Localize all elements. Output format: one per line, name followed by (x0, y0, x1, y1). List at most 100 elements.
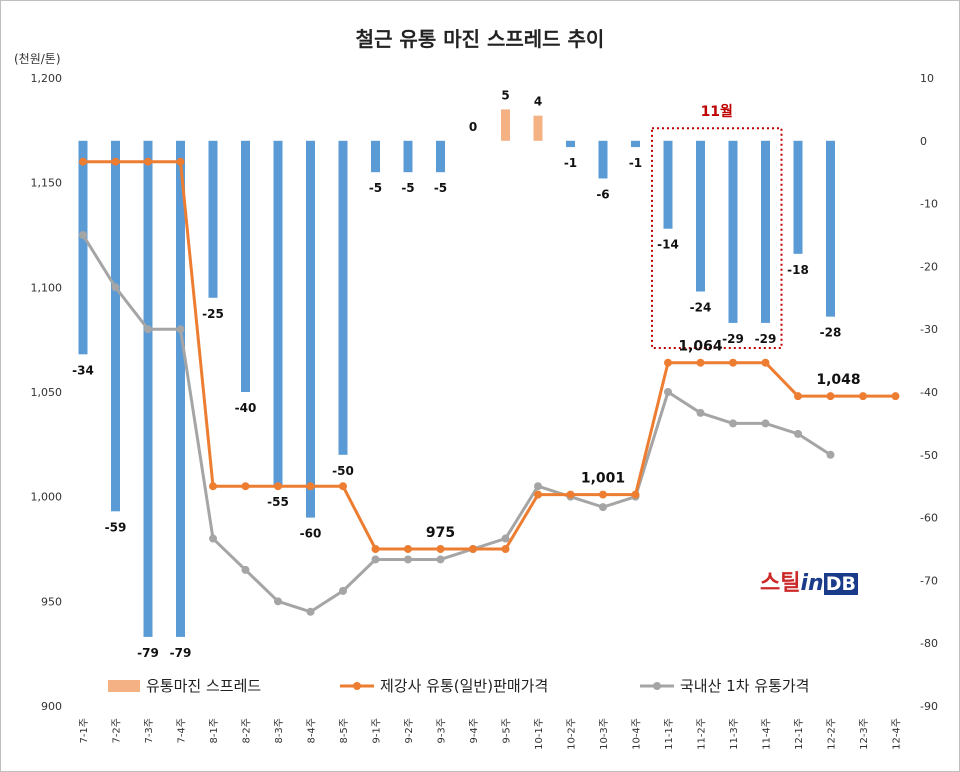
mill-price-point (501, 545, 510, 553)
domestic-price-point (404, 555, 412, 564)
spread-bar-label: -18 (787, 263, 809, 277)
mill-price-point (891, 392, 900, 401)
domestic-price-point (436, 555, 445, 564)
chart-title: 철근 유통 마진 스프레드 추이 (356, 27, 605, 51)
spread-bar (273, 140, 283, 487)
domestic-price-point (729, 419, 737, 428)
spread-bar (761, 140, 770, 323)
right-axis-tick: 0 (920, 135, 927, 148)
spread-bar-label: -25 (202, 307, 224, 321)
mill-price-point (826, 392, 835, 401)
spread-bar-label: -6 (596, 187, 609, 201)
domestic-price-point (794, 429, 802, 438)
spread-bar (663, 140, 673, 229)
spread-bar-label: -79 (137, 646, 159, 660)
right-axis-tick: -40 (920, 386, 938, 399)
left-axis-tick: 1,150 (31, 177, 63, 190)
legend-swatch-point (353, 682, 361, 690)
spread-bar (696, 140, 705, 292)
spread-bar-label: -60 (300, 527, 322, 541)
spread-bar (241, 140, 250, 392)
spread-bar-label: -55 (267, 495, 289, 509)
mill-price-point (664, 358, 672, 367)
mill-price-point (79, 157, 87, 166)
left-axis-tick: 1,100 (31, 281, 63, 294)
mill-price-point (176, 157, 185, 166)
domestic-price-point (241, 565, 250, 574)
spread-bar-label: -24 (690, 301, 712, 315)
spread-bar-label: -59 (105, 520, 127, 534)
x-axis-tick: 12-2주 (827, 718, 838, 750)
spread-bar-label: -29 (722, 332, 744, 346)
domestic-price-point (176, 325, 185, 334)
x-axis-tick: 8-5주 (339, 718, 350, 744)
x-axis-tick: 10-4주 (632, 718, 643, 750)
spread-bar (306, 140, 315, 518)
mill-price-point (209, 482, 217, 491)
spread-bar-label: -1 (564, 156, 577, 170)
x-axis-tick: 9-3주 (437, 718, 448, 744)
legend-label: 유통마진 스프레드 (146, 677, 261, 695)
logo-part-db: DB (823, 573, 858, 595)
right-axis-tick: -70 (920, 574, 938, 587)
mill-price-point (111, 157, 120, 166)
price-callout: 975 (426, 525, 455, 541)
spread-bar (143, 140, 153, 637)
x-axis-tick: 7-1주 (79, 718, 90, 744)
mill-price-point (631, 490, 640, 499)
spread-bar (631, 140, 640, 148)
spread-bar (566, 140, 575, 148)
x-axis-tick: 7-2주 (112, 718, 123, 744)
x-axis-tick: 11-1주 (664, 718, 675, 750)
spread-bar-label: -5 (401, 181, 414, 195)
mill-price-point (144, 157, 152, 166)
x-axis-tick: 10-2주 (567, 718, 578, 750)
left-axis-tick: 1,050 (31, 386, 63, 399)
spread-bar-label: 4 (534, 95, 542, 109)
right-axis-tick: -60 (920, 512, 938, 525)
mill-price-point (469, 545, 477, 553)
domestic-price-point (501, 534, 510, 543)
right-axis-tick: -50 (920, 449, 938, 462)
mill-price-point (339, 482, 347, 491)
logo-part-steel: 스틸 (760, 571, 801, 596)
mill-price-line (83, 160, 896, 551)
mill-price-point (729, 358, 737, 367)
legend-swatch-spread (108, 680, 140, 692)
legend-label: 국내산 1차 유통가격 (680, 677, 809, 695)
domestic-price-point (274, 597, 282, 606)
mill-price-point (566, 490, 575, 499)
legend-label: 제강사 유통(일반)판매가격 (380, 677, 548, 695)
right-axis-tick: 10 (920, 72, 934, 85)
mill-price-point (371, 545, 380, 553)
domestic-price-point (306, 607, 315, 616)
left-axis-tick: 900 (41, 700, 62, 713)
price-callout: 1,001 (581, 471, 625, 487)
spread-bar-label: -28 (820, 326, 842, 340)
spread-bar (598, 140, 608, 179)
spread-bar-label: 5 (501, 88, 509, 102)
x-axis-tick: 7-3주 (144, 718, 155, 744)
legend-swatch-point (653, 682, 661, 690)
spread-bar (371, 140, 380, 173)
right-axis-tick: -20 (920, 260, 938, 273)
mill-price-point (859, 392, 867, 401)
spread-bar (111, 140, 120, 512)
domestic-price-point (144, 325, 152, 334)
domestic-price-point (339, 586, 347, 595)
mill-price-point (404, 545, 412, 553)
domestic-price-point (209, 534, 217, 543)
x-axis-tick: 9-1주 (372, 718, 383, 744)
price-callout: 1,048 (816, 372, 860, 388)
right-axis-tick: -10 (920, 198, 938, 211)
domestic-price-point (371, 555, 380, 564)
steelindb-logo: 스틸in DB (760, 565, 858, 597)
right-axis-tick: -80 (920, 637, 938, 650)
domestic-price-point (534, 482, 542, 491)
mill-price-point (274, 482, 282, 491)
mill-price-point (794, 392, 802, 401)
spread-bar-label: -14 (657, 238, 679, 252)
price-callout: 1,064 (678, 339, 723, 355)
